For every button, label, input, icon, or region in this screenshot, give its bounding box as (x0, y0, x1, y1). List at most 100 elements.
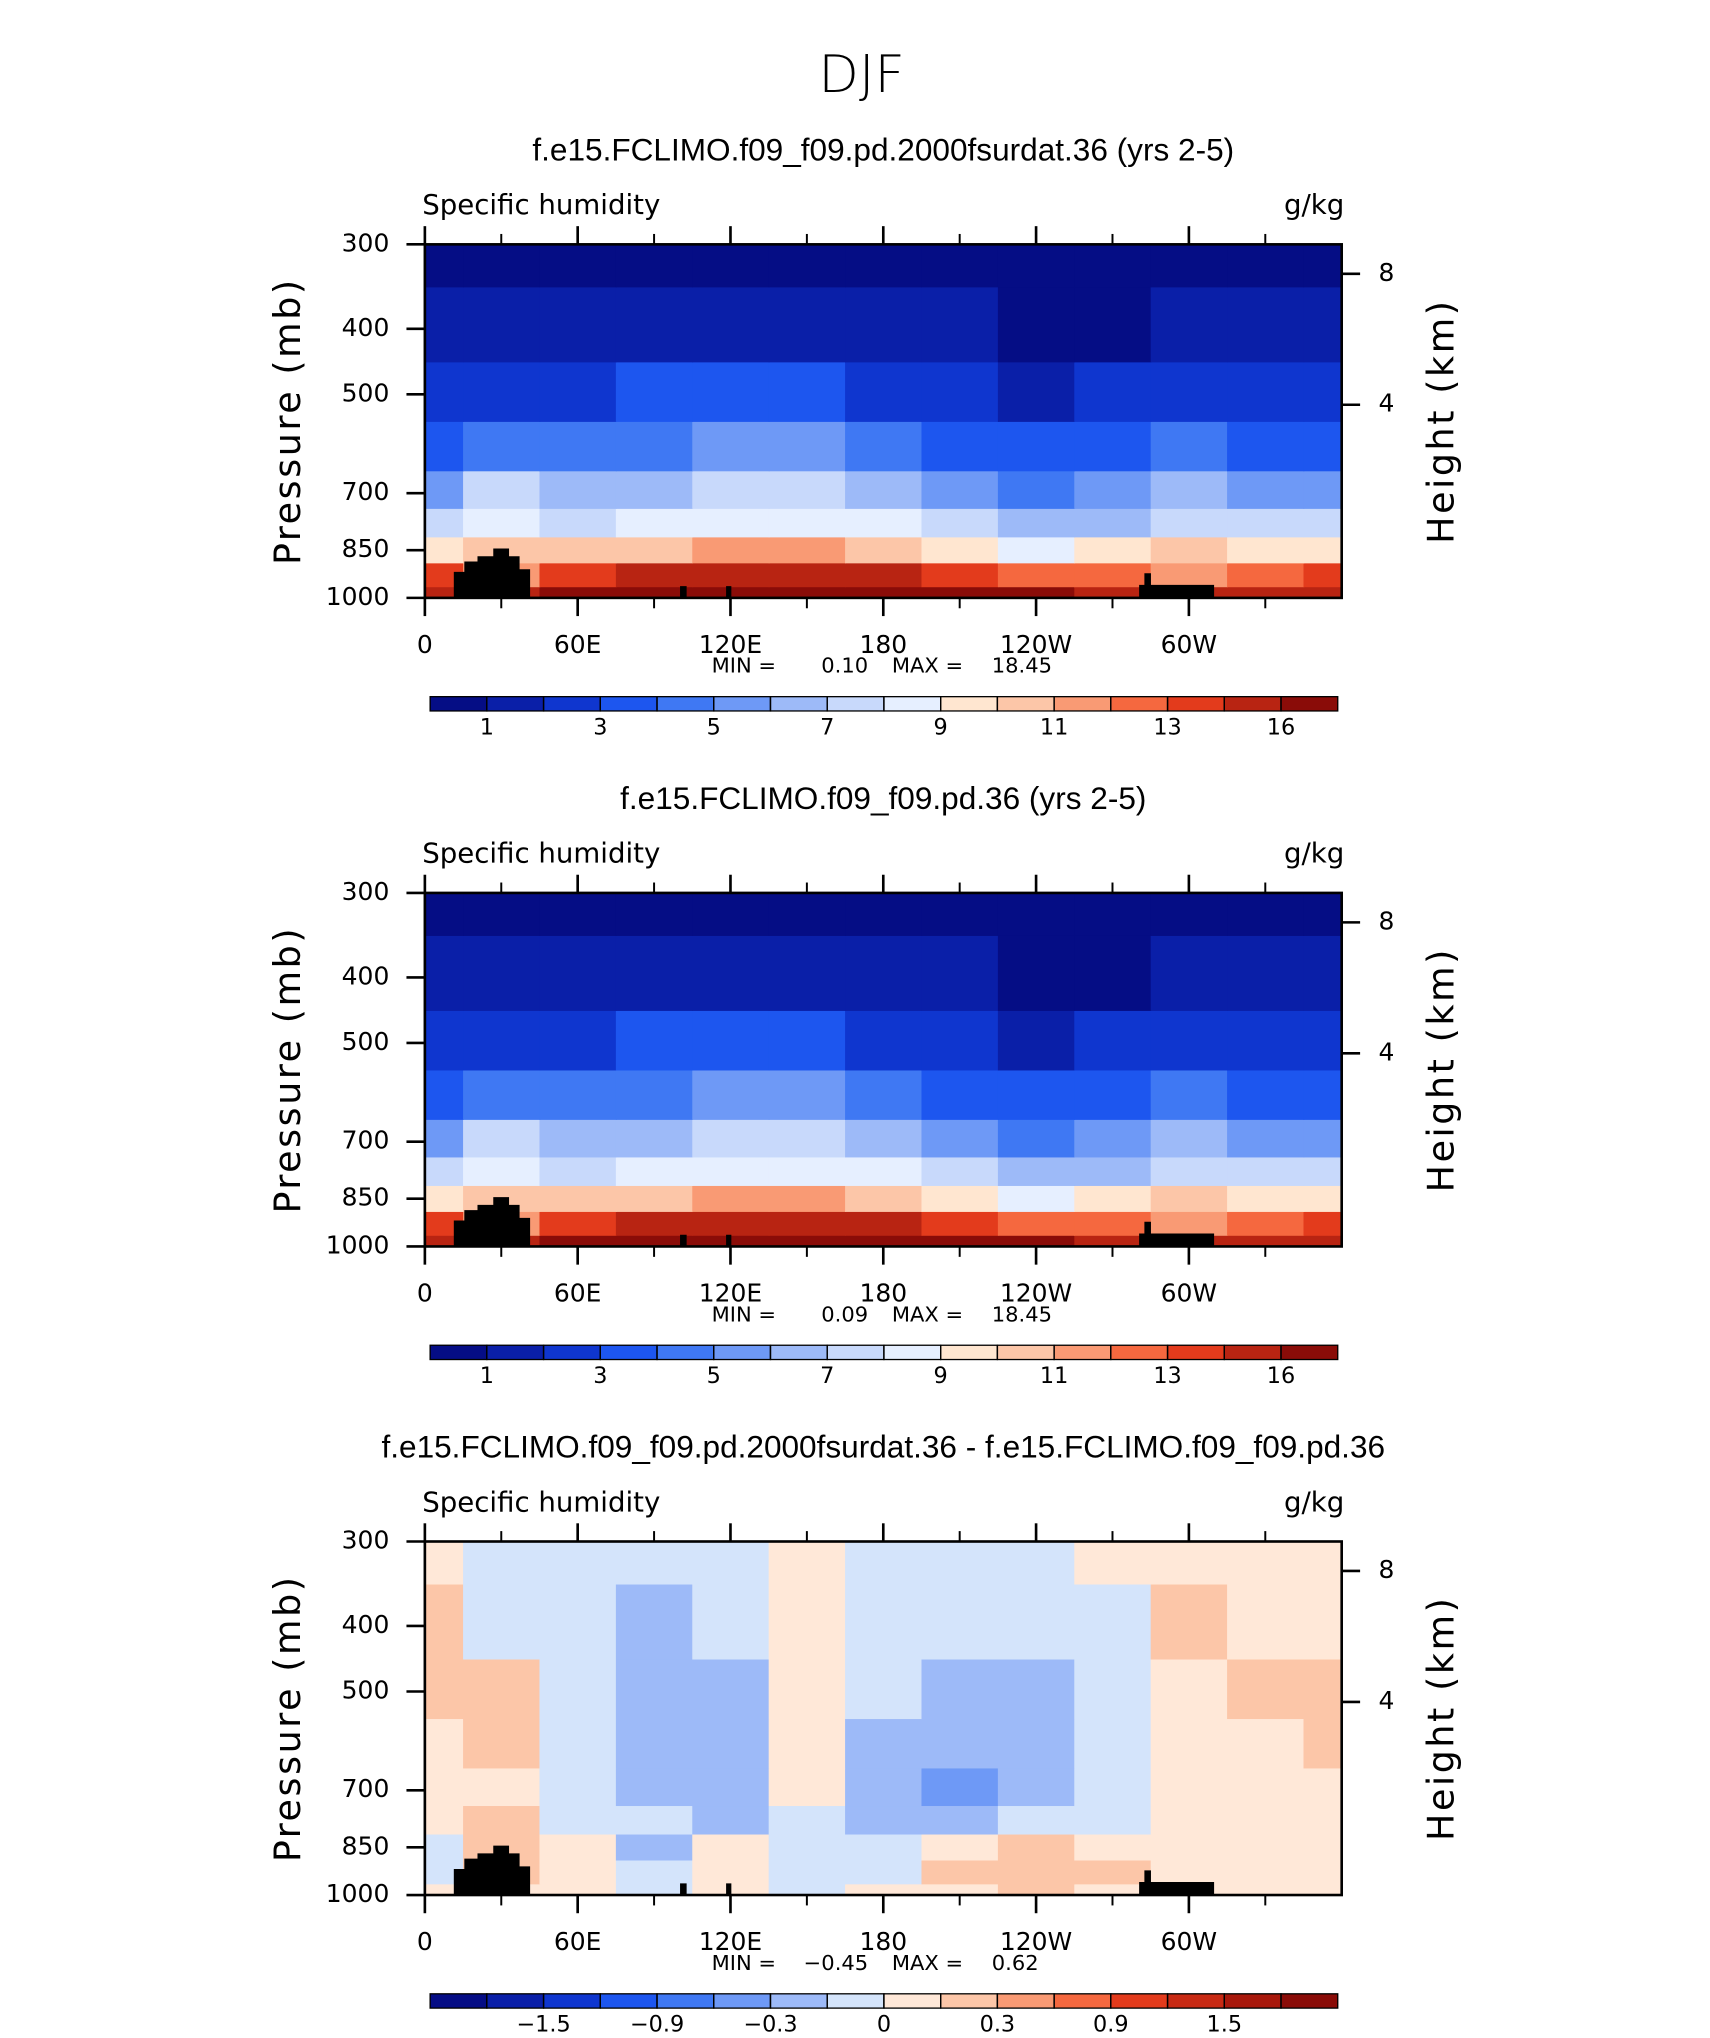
field-cell (921, 244, 999, 288)
field-cell (845, 1805, 923, 1835)
field-cell (424, 286, 464, 363)
field-cell (539, 508, 617, 538)
max-value: 18.45 (992, 654, 1052, 678)
field-cell (539, 470, 617, 509)
field-cell (1227, 244, 1305, 288)
field-cell (845, 470, 923, 509)
field-cell (768, 1658, 846, 1720)
colorbar-box (883, 1993, 942, 2009)
y-axis-title: Pressure (mb) (266, 277, 309, 565)
field-cell (997, 1583, 1076, 1660)
y2-tick-label: 4 (1379, 1686, 1395, 1715)
field-cell (768, 1235, 846, 1248)
field-cell (1150, 935, 1228, 1011)
field-cell (997, 1185, 1076, 1212)
field-cell (1074, 244, 1152, 288)
colorbar-box (1053, 1993, 1112, 2009)
field-cell (692, 1833, 770, 1861)
field-cell (1227, 421, 1305, 472)
y-tick-label: 850 (342, 1831, 390, 1860)
field-cell (845, 1010, 923, 1071)
colorbar-box (542, 1344, 601, 1361)
colorbar-box (826, 1344, 885, 1361)
colorbar-label: 1.5 (1207, 2012, 1243, 2038)
field-cell (424, 470, 464, 509)
field-cell (1150, 1859, 1228, 1885)
colorbar-box (656, 1993, 715, 2009)
colorbar-box (542, 696, 601, 712)
field-cell (424, 1718, 464, 1769)
field-cell (921, 536, 999, 564)
y-tick-label: 1000 (326, 1231, 390, 1260)
field-cell (424, 244, 464, 288)
field-cell (615, 421, 694, 472)
field-cell (615, 586, 694, 599)
field-cell (692, 361, 770, 422)
y2-tick-label: 8 (1379, 1555, 1395, 1584)
field-cell (1074, 1805, 1152, 1835)
colorbar-box (940, 1344, 999, 1361)
field-cell (615, 1541, 694, 1585)
field-cell (845, 1583, 923, 1660)
min-value: 0.10 (821, 654, 868, 678)
field-cell (768, 508, 846, 538)
x-tick-label: 0 (417, 1927, 433, 1956)
field-cell (768, 892, 846, 936)
field-cell (615, 1833, 694, 1861)
field-cell (997, 892, 1076, 936)
field-cell (1303, 1211, 1343, 1236)
field-cell (921, 470, 999, 509)
field-cell (768, 1859, 846, 1885)
field-cell (921, 1541, 999, 1585)
field-cell (921, 1119, 999, 1158)
colorbar-box (826, 1993, 885, 2009)
units: g/kg (1284, 1487, 1344, 1518)
field-cell (615, 1583, 694, 1660)
units: g/kg (1284, 839, 1344, 870)
y2-tick-label: 8 (1379, 906, 1395, 935)
field-cell (921, 892, 999, 936)
x-tick-label: 120W (1000, 630, 1072, 659)
field-cell (768, 1883, 846, 1896)
field-cell (615, 536, 694, 564)
field-cell (921, 1211, 999, 1236)
colorbar-label: 7 (820, 1363, 834, 1389)
field-cell (921, 1805, 999, 1835)
colorbar-box (940, 696, 999, 712)
field-cell (1074, 1235, 1152, 1248)
field-cell (768, 1156, 846, 1186)
field-cell (768, 1767, 846, 1807)
field-cell (921, 1069, 999, 1120)
field-cell (1150, 1541, 1228, 1585)
colorbar-box (429, 1344, 488, 1361)
field-cell (1227, 1583, 1305, 1660)
field-cell (768, 1583, 846, 1660)
field-cell (1074, 1119, 1152, 1158)
y-tick-label: 700 (342, 1774, 390, 1803)
y2-tick-label: 4 (1379, 1037, 1395, 1066)
topography (453, 548, 1215, 598)
field-cell (997, 1010, 1076, 1071)
topography (453, 1845, 1215, 1896)
field-cell (1303, 935, 1343, 1011)
colorbar-label: 5 (707, 714, 721, 740)
field-cell (921, 361, 999, 422)
field-cell (692, 1658, 770, 1720)
field-cell (1227, 935, 1305, 1011)
field-cell (1227, 470, 1305, 509)
field-cell (1227, 1883, 1305, 1896)
field-cell (921, 1658, 999, 1720)
field-cell (997, 562, 1076, 588)
field-cell (539, 1069, 617, 1120)
field-cell (463, 892, 541, 936)
field-cell (463, 1069, 541, 1120)
field-cell (1227, 1185, 1305, 1212)
field-cell (921, 1833, 999, 1861)
colorbar-box (429, 1993, 488, 2009)
field-cell (768, 586, 846, 599)
field-cell (845, 1235, 923, 1248)
field-cell (1227, 562, 1305, 588)
x-tick-label: 120W (1000, 1279, 1072, 1308)
field-cell (692, 935, 770, 1011)
field-cell (768, 1119, 846, 1158)
